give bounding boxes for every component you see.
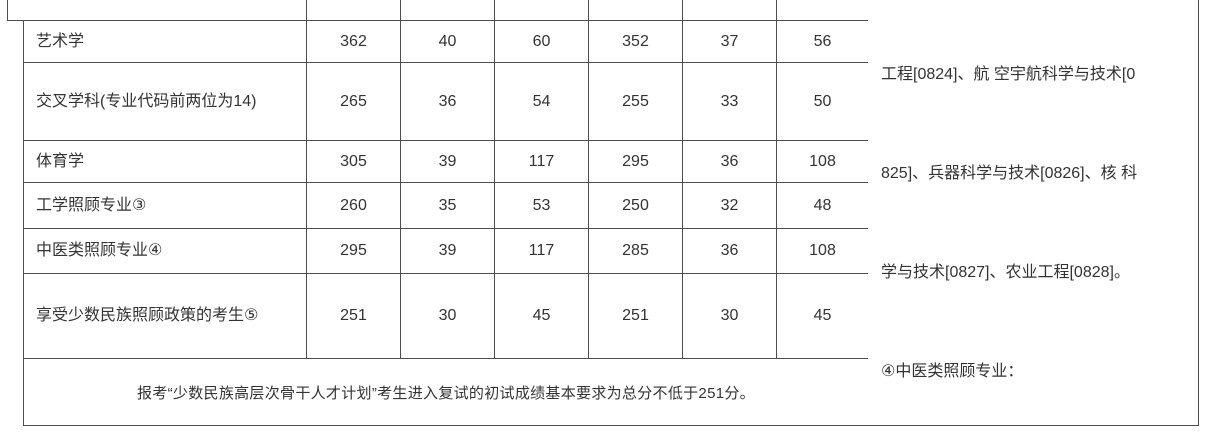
- footnote-cell: 报考“少数民族高层次骨干人才计划”考生进入复试的初试成绩基本要求为总分不低于25…: [23, 358, 869, 426]
- top-fragment-column-line: [776, 0, 777, 20]
- top-fragment-column-line: [306, 0, 307, 20]
- score-cell: 295: [588, 140, 683, 183]
- score-cell: 265: [306, 62, 401, 141]
- note-row: 报考“少数民族高层次骨干人才计划”考生进入复试的初试成绩基本要求为总分不低于25…: [23, 358, 869, 426]
- score-cell: 39: [400, 228, 495, 274]
- top-fragment-left-border: [7, 0, 8, 20]
- score-table: 艺术学 362 40 60 352 37 56 交叉学科(专业代码前两位为14)…: [23, 20, 869, 426]
- score-cell: 295: [306, 228, 401, 274]
- score-cell: 36: [682, 140, 777, 183]
- score-cell: 30: [682, 273, 777, 359]
- category-cell: 交叉学科(专业代码前两位为14): [23, 62, 307, 141]
- score-cell: 39: [400, 140, 495, 183]
- score-cell: 251: [306, 273, 401, 359]
- score-cell: 250: [588, 182, 683, 229]
- category-cell: 体育学: [23, 140, 307, 183]
- score-cell: 117: [494, 228, 589, 274]
- score-cell: 36: [682, 228, 777, 274]
- score-cell: 48: [776, 182, 869, 229]
- score-cell: 40: [400, 20, 495, 63]
- side-note-line: 学与技术[0827]、农业工程[0828]。: [881, 264, 1130, 281]
- score-cell: 37: [682, 20, 777, 63]
- score-cell: 60: [494, 20, 589, 63]
- score-cell: 33: [682, 62, 777, 141]
- score-cell: 35: [400, 182, 495, 229]
- category-cell: 享受少数民族照顾政策的考生⑤: [23, 273, 307, 359]
- score-cell: 50: [776, 62, 869, 141]
- side-notes-panel: 工程[0824]、航 空宇航科学与技术[0 825]、兵器科学与技术[0826]…: [868, 0, 1199, 426]
- top-fragment-bottom-border: [7, 20, 24, 21]
- side-notes-text: 工程[0824]、航 空宇航科学与技术[0 825]、兵器科学与技术[0826]…: [881, 0, 1190, 443]
- category-cell: 中医类照顾专业④: [23, 228, 307, 274]
- table-row: 交叉学科(专业代码前两位为14) 265 36 54 255 33 50: [23, 62, 869, 141]
- score-cell: 352: [588, 20, 683, 63]
- score-cell: 56: [776, 20, 869, 63]
- table-row: 享受少数民族照顾政策的考生⑤ 251 30 45 251 30 45: [23, 273, 869, 359]
- category-cell: 工学照顾专业③: [23, 182, 307, 229]
- score-cell: 255: [588, 62, 683, 141]
- score-cell: 53: [494, 182, 589, 229]
- side-note-line: 825]、兵器科学与技术[0826]、核 科: [881, 165, 1138, 182]
- score-cell: 45: [776, 273, 869, 359]
- table-row: 中医类照顾专业④ 295 39 117 285 36 108: [23, 228, 869, 274]
- side-note-line: ④中医类照顾专业：: [881, 363, 1024, 380]
- score-cell: 32: [682, 182, 777, 229]
- top-fragment-column-line: [588, 0, 589, 20]
- top-fragment-column-line: [494, 0, 495, 20]
- score-cell: 45: [494, 273, 589, 359]
- score-cell: 108: [776, 140, 869, 183]
- score-cell: 117: [494, 140, 589, 183]
- top-fragment-column-line: [682, 0, 683, 20]
- score-cell: 30: [400, 273, 495, 359]
- score-cell: 251: [588, 273, 683, 359]
- score-cell: 36: [400, 62, 495, 141]
- score-cell: 285: [588, 228, 683, 274]
- score-cell: 108: [776, 228, 869, 274]
- table-row: 艺术学 362 40 60 352 37 56: [23, 20, 869, 63]
- category-cell: 艺术学: [23, 20, 307, 63]
- table-row: 体育学 305 39 117 295 36 108: [23, 140, 869, 183]
- score-cell: 54: [494, 62, 589, 141]
- score-cell: 260: [306, 182, 401, 229]
- top-fragment-column-line: [400, 0, 401, 20]
- score-cell: 305: [306, 140, 401, 183]
- score-cell: 362: [306, 20, 401, 63]
- side-note-line: 工程[0824]、航 空宇航科学与技术[0: [881, 66, 1136, 83]
- table-row: 工学照顾专业③ 260 35 53 250 32 48: [23, 182, 869, 229]
